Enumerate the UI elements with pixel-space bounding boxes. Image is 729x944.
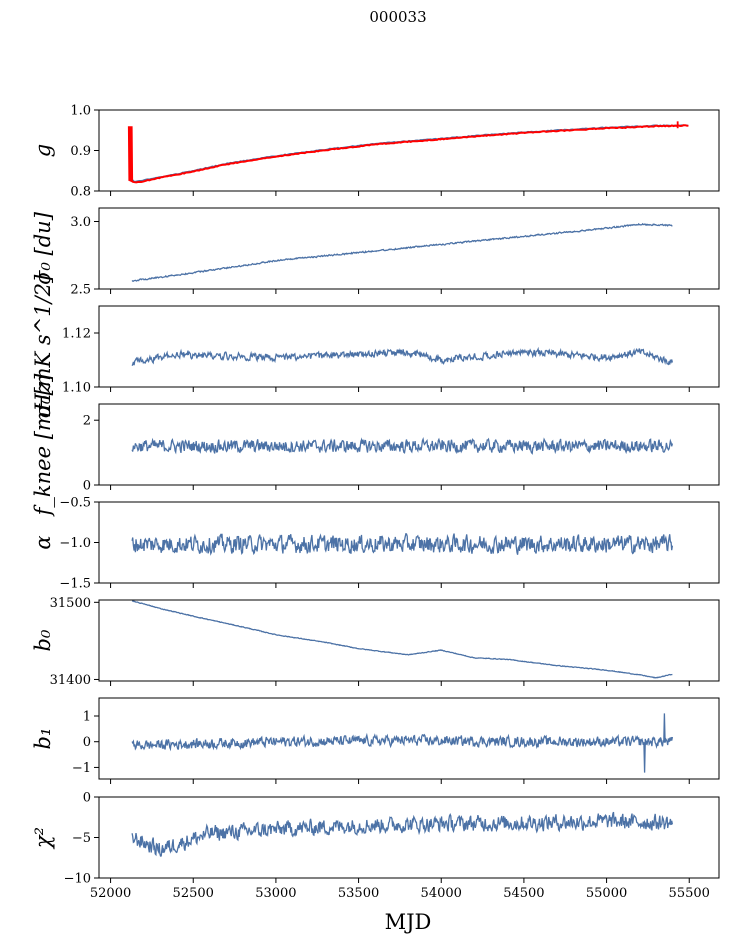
y-axis-label: b₀ [31,629,55,651]
panel-fknee: 0 2 f_knee [mHz] [31,373,720,518]
y-axis-label: g [31,144,55,157]
axes-frame [98,403,720,486]
series-chi2 [131,811,674,857]
y-tick-label: −1 [72,761,91,776]
panel-sigma0_du: 2.5 3.0 σ₀ [du] [31,207,720,298]
y-tick-label: −1.5 [59,577,91,592]
y-tick-label: 0 [83,479,91,494]
y-tick-label: 0 [83,791,91,806]
y-axis-label: α [31,535,55,549]
axes-frame [98,305,720,388]
series-sigma0_mk [131,346,674,366]
y-axis-label: σ₀ [du] [31,211,55,285]
axes-frame [98,599,720,682]
y-tick-label: 31500 [50,596,91,611]
series-gain-highlight [129,124,689,184]
panel-b0: 31400 31500 b₀ [31,596,720,688]
x-tick-label: 55500 [669,886,710,901]
y-axis-label: b₁ [31,728,55,750]
y-tick-label: 1.12 [62,327,91,342]
series-alpha [131,533,674,556]
series-b0 [131,600,673,679]
y-tick-label: 2.5 [70,283,91,298]
y-axis-label: σ₀[mK s^1/2] [31,274,55,418]
panel-alpha: −1.5 −1.0 −0.5 α [31,496,720,592]
x-tick-label: 52000 [90,886,131,901]
y-tick-label: 3.0 [70,215,91,230]
x-tick-label: 54000 [421,886,462,901]
x-tick-label: 53000 [255,886,296,901]
panel-chi2: −10 −5 0 52000 52500 53000 53500 54000 54500 5500… [31,791,720,901]
series-gain [129,124,689,183]
y-tick-label: 0.8 [70,185,91,200]
x-tick-label: 53500 [338,886,379,901]
y-tick-label: 31400 [50,673,91,688]
x-axis-label: MJD [385,910,432,934]
series-fknee [131,437,674,455]
x-tick-label: 55000 [586,886,627,901]
panels: 0.8 0.9 1.0 g 2.5 3.0 σ₀ [du] 1.10 1.12 σ₀[mK s^1… [31,104,720,901]
y-axis-label: f_knee [mHz] [31,373,55,518]
y-tick-label: −1.0 [59,536,91,551]
figure-title: 000033 [369,8,426,26]
axes-frame [98,109,720,192]
y-tick-label: −0.5 [59,496,91,511]
axes-frame [98,697,720,780]
y-tick-label: 0 [83,735,91,750]
series-sigma0 [131,222,673,282]
y-tick-label: 1.0 [70,104,91,119]
y-tick-label: 1.10 [62,381,91,396]
axes-frame [98,207,720,290]
series-b1 [131,713,674,773]
x-tick-label: 54500 [503,886,544,901]
panel-g: 0.8 0.9 1.0 g [31,104,720,200]
y-tick-label: 1 [83,710,91,725]
y-tick-label: −10 [64,872,91,887]
y-tick-label: 2 [83,414,91,429]
y-tick-label: 0.9 [70,144,91,159]
panel-sigma0_mk: 1.10 1.12 σ₀[mK s^1/2] [31,274,720,418]
series-spike [127,126,134,181]
x-tick-label: 52500 [173,886,214,901]
panel-b1: −1 0 1 b₁ [31,697,720,784]
y-axis-label: χ² [31,827,55,850]
y-tick-label: −5 [72,831,91,846]
